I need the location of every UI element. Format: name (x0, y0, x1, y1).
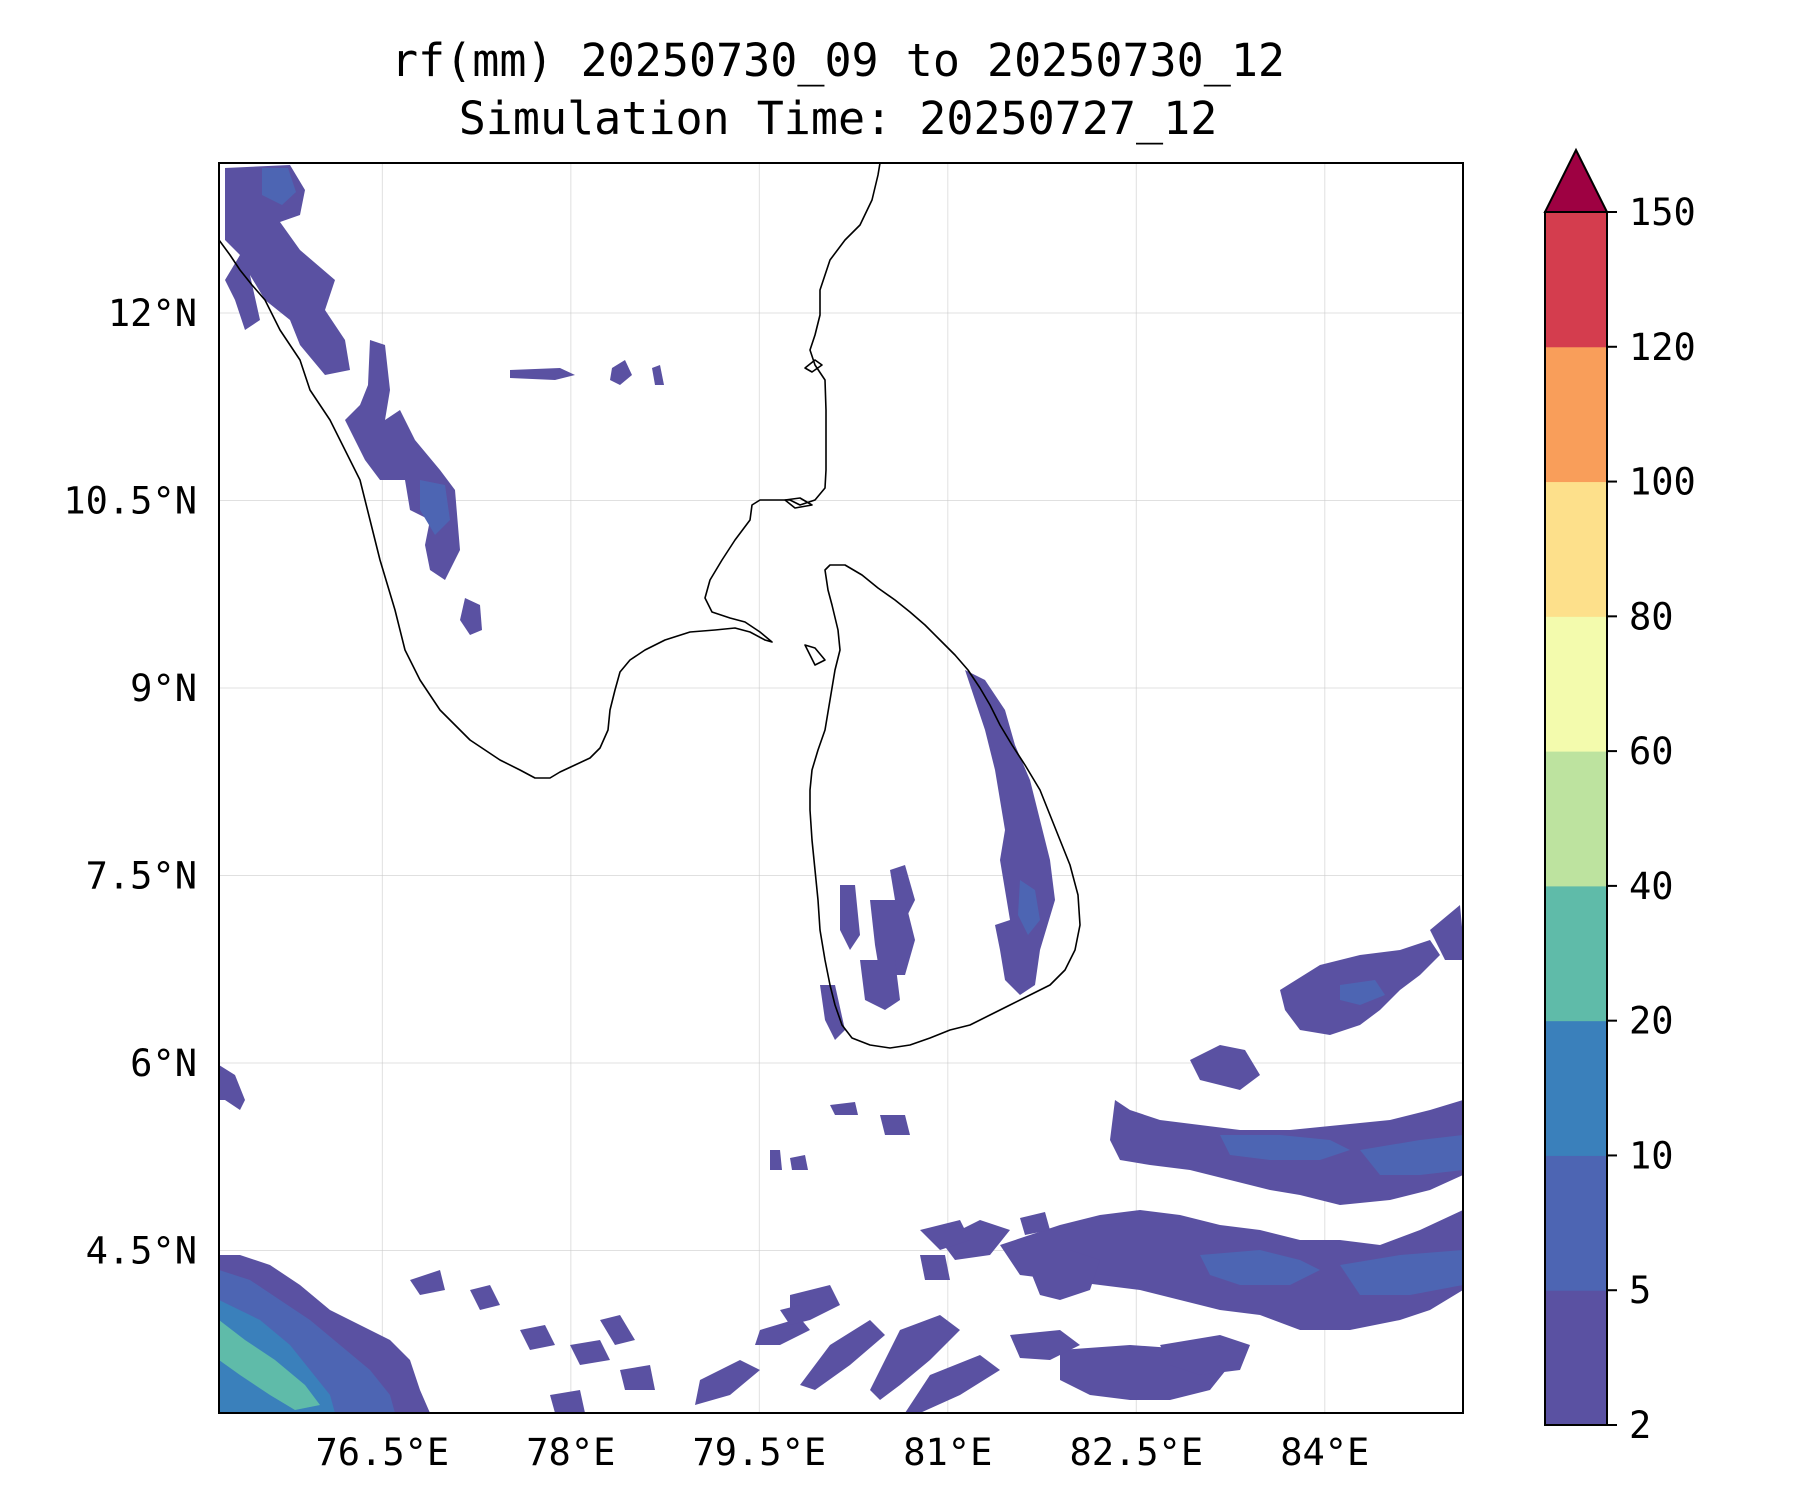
rain-area-streak-21 (770, 1150, 782, 1170)
rain-area-streak-13 (570, 1340, 610, 1365)
colorbar-segment-5 (1545, 616, 1607, 752)
colorbar-tick-label-6: 80 (1629, 595, 1674, 638)
colorbar-tick-label-1: 5 (1629, 1269, 1651, 1312)
rain-area-streak-10 (920, 1220, 970, 1250)
rain-area-south-mid-1 (1030, 1250, 1100, 1300)
rain-area-south-mid-3 (920, 1255, 950, 1280)
rain-area-sri-lanka-southwest-5 (820, 985, 845, 1040)
palk-coast-fragment-3 (804, 644, 826, 666)
rain-area-streak-14 (520, 1325, 555, 1350)
colorbar-segment-4 (1545, 751, 1607, 887)
rain-area-streak-12 (600, 1315, 635, 1345)
rain-area-west-edge (219, 1065, 245, 1110)
lon-tick-label-3: 81°E (903, 1431, 992, 1474)
lat-tick-label-3: 7.5°N (86, 855, 197, 898)
plot-frame (218, 162, 1464, 1414)
rain-area-kerala-north (225, 165, 350, 375)
rain-area-south-band-core2 (1340, 1250, 1463, 1295)
colorbar-segment-6 (1545, 481, 1607, 617)
rain-area-streak-15 (470, 1285, 500, 1310)
colorbar-segment-3 (1545, 885, 1607, 1022)
colorbar-segment-0 (1545, 1290, 1607, 1426)
colorbar-extend-arrow (1543, 147, 1609, 213)
colorbar-tick-label-0: 2 (1629, 1404, 1651, 1447)
colorbar-ticks: 2 5 10 20 40 60 80 100 120 150 (1607, 191, 1696, 1447)
rain-area-sri-lanka-southwest-1 (890, 865, 915, 920)
rain-area-bay-east-2 (1430, 905, 1463, 960)
rain-area-streak-18 (620, 1365, 655, 1390)
rain-area-streak-5 (905, 1355, 1000, 1413)
colorbar-tick-label-7: 100 (1629, 461, 1696, 504)
rain-area-streak-20 (880, 1115, 910, 1135)
rain-area-streak-17 (550, 1390, 585, 1413)
lon-tick-label-4: 82.5°E (1069, 1431, 1203, 1474)
colorbar-tick-label-9: 150 (1629, 191, 1696, 234)
rain-area-southwest-blob-40 (219, 1320, 320, 1410)
lat-tick-label-5: 4.5°N (86, 1230, 197, 1273)
rain-area-bay-east-3 (1190, 1045, 1260, 1090)
colorbar-frame (1544, 211, 1608, 1426)
rain-area-kerala-mid-core (420, 480, 450, 535)
map-title-line2: Simulation Time: 20250727_12 (459, 92, 1218, 145)
rain-area-streak-4 (870, 1315, 960, 1400)
rain-area-streak-3 (1010, 1330, 1080, 1360)
rain-area-streak-7 (755, 1318, 810, 1345)
colorbar-tick-label-5: 60 (1629, 730, 1674, 773)
rain-area-sri-lanka-southwest-4 (860, 960, 900, 1010)
rain-area-streak-23 (830, 1102, 858, 1115)
colorbar-segment-1 (1545, 1155, 1607, 1291)
lat-tick-label-1: 10.5°N (63, 480, 197, 523)
rain-area-streak-2 (1160, 1335, 1250, 1375)
rain-area-southeast-band-core (1220, 1135, 1350, 1160)
rain-area-palk-strait-1 (510, 368, 575, 380)
rain-area-sri-lanka-southwest-3 (840, 885, 860, 950)
rain-area-streak-16 (410, 1270, 445, 1295)
lon-tick-label-0: 76.5°E (316, 1431, 450, 1474)
rain-area-southeast-band-core2 (1360, 1135, 1463, 1175)
lon-tick-label-1: 78°E (526, 1431, 615, 1474)
rain-area-sri-lanka-southwest-2 (870, 900, 915, 975)
palk-coast-fragment-1 (804, 359, 823, 373)
colorbar-segment-7 (1545, 346, 1607, 483)
colorbar-segment-2 (1545, 1020, 1607, 1156)
palk-coast-fragment-2 (784, 497, 813, 509)
rain-area-southwest-blob-20 (219, 1300, 335, 1413)
rainfall-contours (219, 165, 1463, 1413)
rain-area-kerala-south (460, 598, 482, 635)
rain-area-palk-strait-3 (652, 365, 664, 385)
colorbar-tick-label-8: 120 (1629, 326, 1696, 369)
rain-area-kerala-north-core (262, 168, 296, 205)
colorbar-tick-label-2: 10 (1629, 1134, 1674, 1177)
latitude-ticks: 12°N 10.5°N 9°N 7.5°N 6°N 4.5°N (63, 292, 197, 1273)
rain-area-streak-6 (800, 1320, 885, 1390)
coastlines (219, 163, 1081, 1049)
plot-area (218, 162, 1464, 1414)
gridlines (219, 163, 1463, 1413)
lat-tick-label-4: 6°N (130, 1042, 197, 1085)
sri-lanka-coastline (809, 564, 1081, 1049)
rain-area-palk-strait-2 (610, 360, 632, 385)
lat-tick-label-2: 9°N (130, 667, 197, 710)
rain-area-bay-east-1-core (1340, 980, 1385, 1005)
rain-area-streak-8 (695, 1360, 760, 1405)
rain-area-sri-lanka-east-core (1018, 880, 1040, 935)
lat-tick-label-0: 12°N (108, 292, 197, 335)
lon-tick-label-2: 79.5°E (692, 1431, 826, 1474)
india-coastline (219, 163, 881, 779)
colorbar-tick-label-3: 20 (1629, 1000, 1674, 1043)
rain-area-streak-22 (790, 1155, 808, 1170)
colorbar: 2 5 10 20 40 60 80 100 120 150 (1543, 147, 1696, 1447)
rain-area-south-band-core (1200, 1250, 1320, 1285)
map-title-line1: rf(mm) 20250730_09 to 20250730_12 (391, 34, 1285, 87)
colorbar-segments (1545, 212, 1607, 1426)
plot-background (219, 163, 1463, 1413)
rain-area-streak-19 (780, 1305, 810, 1325)
rain-area-south-mid-2 (940, 1220, 1010, 1260)
colorbar-tick-label-4: 40 (1629, 865, 1674, 908)
lon-tick-label-5: 84°E (1280, 1431, 1369, 1474)
longitude-ticks: 76.5°E 78°E 79.5°E 81°E 82.5°E 84°E (316, 1431, 1370, 1474)
colorbar-segment-8 (1545, 212, 1607, 348)
rain-area-streak-11 (1020, 1212, 1050, 1235)
